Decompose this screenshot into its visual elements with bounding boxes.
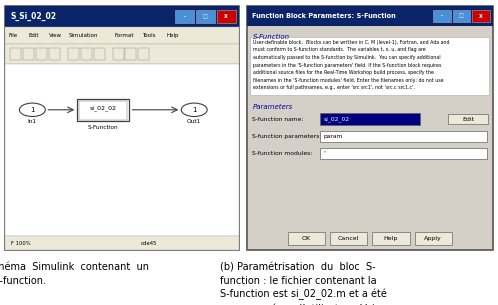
Bar [321,131,487,142]
Bar [175,10,194,23]
Text: In1: In1 [28,119,37,124]
Text: F 100%: F 100% [11,241,30,246]
Bar [79,101,127,120]
Text: Edit: Edit [462,117,474,122]
Bar [250,37,489,95]
Text: (b) Paramétrisation  du  bloc  S-
function : le fichier contenant la
S-function : (b) Paramétrisation du bloc S- function … [220,262,398,305]
Bar [5,64,239,236]
Bar [36,48,47,60]
Bar [247,6,493,250]
Bar [196,10,215,23]
Text: si_02_02: si_02_02 [90,105,117,111]
Bar [433,10,451,22]
Text: S-Function: S-Function [88,125,119,130]
Bar [321,148,487,159]
Text: OK: OK [302,236,311,241]
Bar [94,48,105,60]
Text: S-function parameters:: S-function parameters: [252,134,322,139]
Text: ': ' [324,151,325,156]
Bar [49,48,60,60]
Text: (a) Schéma  Simulink  contenant  un
bloc S-function.: (a) Schéma Simulink contenant un bloc S-… [0,262,149,285]
Text: 1: 1 [192,107,197,113]
Bar [5,6,239,250]
Text: X: X [224,14,228,19]
Bar [68,48,79,60]
Text: Format: Format [114,33,133,38]
Bar [5,44,239,64]
Bar [125,48,136,60]
Bar [217,10,236,23]
Text: Function Block Parameters: S-Function: Function Block Parameters: S-Function [252,13,396,19]
Text: Out1: Out1 [187,119,201,124]
Text: -: - [441,13,443,19]
Text: View: View [49,33,62,38]
Bar [5,236,239,250]
Text: Cancel: Cancel [338,236,359,241]
Text: X: X [479,13,483,19]
Text: parameters in the 'S-function parameters' field. If the S-function block require: parameters in the 'S-function parameters… [253,63,442,67]
Bar [453,10,470,22]
Bar [414,232,452,245]
Bar [81,48,92,60]
Text: extensions or full pathnames, e.g., enter 'src src1', not 'src.c src1.c'.: extensions or full pathnames, e.g., ente… [253,85,415,90]
Bar [10,48,21,60]
Bar [138,48,149,60]
Bar [321,113,420,125]
Bar [448,114,488,124]
Text: □: □ [459,13,464,19]
Text: additional source files for the Real-Time Workshop build process, specify the: additional source files for the Real-Tim… [253,70,434,75]
Text: □: □ [203,14,208,19]
Text: S_Si_02_02: S_Si_02_02 [11,12,57,21]
Bar [23,48,34,60]
Text: 1: 1 [30,107,35,113]
Ellipse shape [19,103,45,117]
Bar [472,10,490,22]
Text: si_02_02: si_02_02 [324,117,350,122]
Text: S-function name:: S-function name: [252,117,304,122]
Text: User-definable block.  Blocks can be written in C, M (level-1), Fortran, and Ada: User-definable block. Blocks can be writ… [253,40,450,45]
Text: automatically passed to the S-function by Simulink.  You can specify additional: automatically passed to the S-function b… [253,55,441,60]
Text: Apply: Apply [424,236,442,241]
Bar [288,232,325,245]
Text: ode45: ode45 [141,241,157,246]
Bar [77,99,129,121]
Bar [247,6,493,26]
Text: Parameters: Parameters [252,104,293,110]
Text: must conform to S-function standards.  The variables t, x, u, and flag are: must conform to S-function standards. Th… [253,47,426,52]
Text: File: File [9,33,18,38]
Text: Edit: Edit [29,33,39,38]
Text: Help: Help [384,236,398,241]
Text: filenames in the 'S-function modules' field. Enter the filenames only; do not us: filenames in the 'S-function modules' fi… [253,78,444,83]
Text: param: param [324,134,343,139]
Bar [113,48,124,60]
Text: Help: Help [166,33,179,38]
Bar [5,6,239,27]
Text: S-Function: S-Function [252,34,290,41]
Text: Simulation: Simulation [69,33,98,38]
Ellipse shape [181,103,207,117]
Text: S-function modules:: S-function modules: [252,151,313,156]
Text: Tools: Tools [142,33,156,38]
Bar [373,232,409,245]
Bar [330,232,367,245]
Bar [5,27,239,44]
Text: -: - [183,14,186,19]
